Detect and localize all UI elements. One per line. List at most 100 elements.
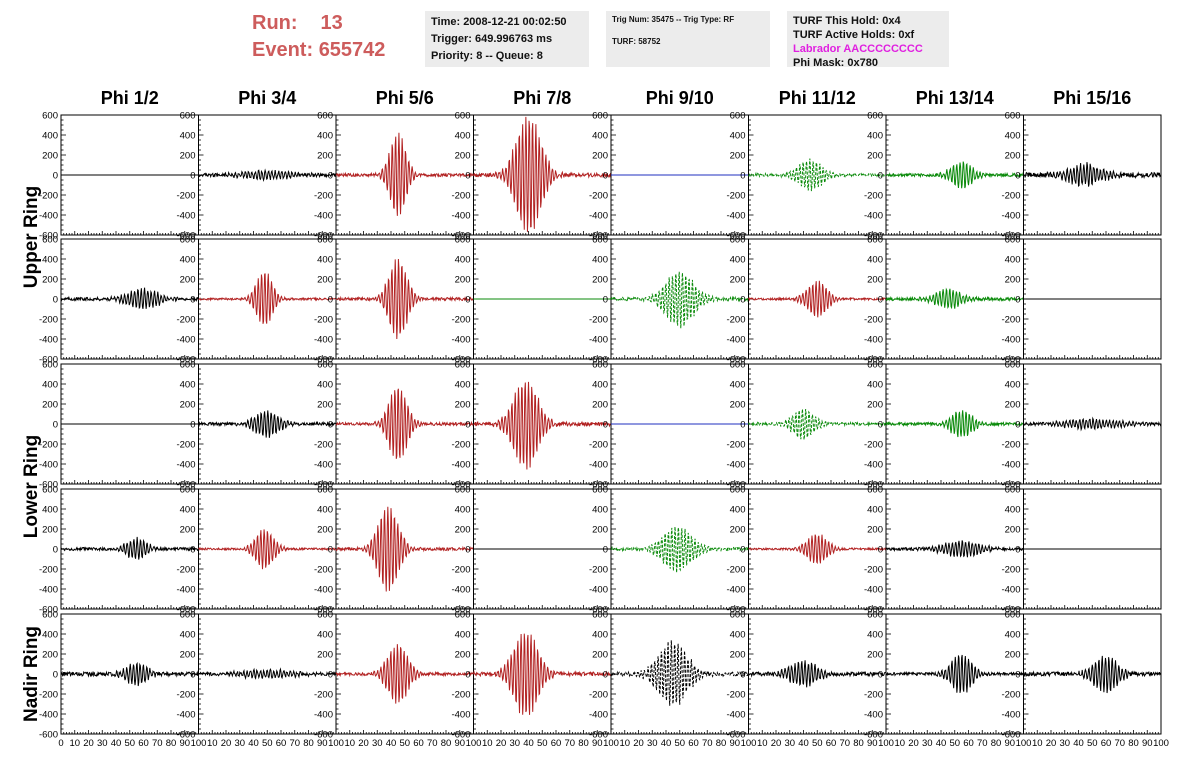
y-tick-label-4-2-6: -600 [314, 730, 333, 741]
x-tick-label-3-1: 10 [482, 738, 493, 749]
y-tick-label-0-6-5: -400 [864, 211, 883, 222]
y-tick-label-4-0-2: 200 [42, 650, 58, 661]
y-tick-label-0-4-5: -400 [589, 211, 608, 222]
y-tick-label-2-2-2: 200 [317, 400, 333, 411]
y-tick-label-1-5-5: -400 [726, 335, 745, 346]
y-tick-label-0-7-0: 600 [1005, 111, 1021, 122]
y-tick-label-1-2-3: 0 [328, 295, 333, 306]
y-tick-label-2-5-3: 0 [740, 420, 745, 431]
y-tick-label-4-3-5: -400 [451, 710, 470, 721]
y-tick-label-0-2-3: 0 [328, 171, 333, 182]
y-tick-label-4-2-1: 400 [317, 630, 333, 641]
trig-num-text: Trig Num: 35475 -- Trig Type: RF [612, 15, 735, 24]
y-tick-label-3-0-6: -600 [39, 605, 58, 616]
x-tick-label-1-4: 40 [248, 738, 259, 749]
y-tick-label-1-6-6: -600 [864, 355, 883, 366]
x-tick-label-4-9: 90 [729, 738, 740, 749]
y-tick-label-0-0-1: 400 [42, 131, 58, 142]
y-tick-label-2-1-2: 200 [180, 400, 196, 411]
column-title-4: Phi 9/10 [646, 88, 714, 108]
y-tick-label-3-3-6: -600 [451, 605, 470, 616]
y-tick-label-2-6-2: 200 [867, 400, 883, 411]
waveform-3-5 [748, 534, 887, 565]
x-tick-label-1-5: 50 [262, 738, 273, 749]
waveform-4-2 [335, 644, 474, 704]
x-tick-label-0-8: 80 [166, 738, 177, 749]
y-tick-label-2-6-3: 0 [878, 420, 883, 431]
y-tick-label-4-2-3: 0 [328, 670, 333, 681]
x-tick-label-3-3: 30 [509, 738, 520, 749]
y-tick-label-0-0-5: -400 [39, 211, 58, 222]
y-tick-label-1-3-0: 600 [455, 235, 471, 246]
turf-text: TURF: 58752 [612, 37, 661, 46]
y-tick-label-0-3-0: 600 [455, 111, 471, 122]
x-tick-label-3-6: 60 [551, 738, 562, 749]
x-tick-label-6-7: 70 [977, 738, 988, 749]
y-tick-label-0-5-0: 600 [730, 111, 746, 122]
x-tick-label-5-2: 20 [771, 738, 782, 749]
turf-hold-text: TURF This Hold: 0x4 [793, 15, 901, 27]
y-tick-label-0-1-3: 0 [190, 171, 195, 182]
waveform-0-7 [1023, 162, 1162, 188]
x-tick-label-2-9: 90 [454, 738, 465, 749]
run-event-box: Run: 13 Event: 655742 [252, 10, 385, 64]
x-tick-label-2-5: 50 [399, 738, 410, 749]
y-tick-label-1-1-1: 400 [180, 255, 196, 266]
column-title-7: Phi 15/16 [1053, 88, 1131, 108]
y-tick-label-2-3-2: 200 [455, 400, 471, 411]
labrador-text: Labrador AACCCCCCCC [793, 43, 923, 55]
y-tick-label-3-3-1: 400 [455, 505, 471, 516]
y-tick-label-1-1-3: 0 [190, 295, 195, 306]
y-tick-label-3-1-5: -400 [176, 585, 195, 596]
y-tick-label-4-3-1: 400 [455, 630, 471, 641]
y-tick-label-0-3-4: -200 [451, 191, 470, 202]
y-tick-label-1-2-2: 200 [317, 275, 333, 286]
y-tick-label-4-5-4: -200 [726, 690, 745, 701]
y-tick-label-2-4-2: 200 [592, 400, 608, 411]
y-tick-label-0-7-3: 0 [1015, 171, 1020, 182]
y-tick-label-1-2-6: -600 [314, 355, 333, 366]
y-tick-label-2-0-1: 400 [42, 380, 58, 391]
x-tick-label-1-9: 90 [317, 738, 328, 749]
y-tick-label-4-0-1: 400 [42, 630, 58, 641]
y-tick-label-4-1-0: 600 [180, 610, 196, 621]
y-tick-label-2-2-6: -600 [314, 480, 333, 491]
y-tick-label-0-3-5: -400 [451, 211, 470, 222]
run-value: 13 [320, 12, 343, 34]
x-tick-label-7-4: 40 [1073, 738, 1084, 749]
y-tick-label-1-3-2: 200 [455, 275, 471, 286]
y-tick-label-4-6-6: -600 [864, 730, 883, 741]
x-tick-label-2-6: 60 [413, 738, 424, 749]
waveform-0-6 [885, 161, 1024, 189]
x-tick-label-6-9: 90 [1004, 738, 1015, 749]
y-tick-label-0-6-3: 0 [878, 171, 883, 182]
y-tick-label-4-7-4: -200 [1001, 690, 1020, 701]
column-title-1: Phi 3/4 [238, 88, 296, 108]
x-tick-label-0-7: 70 [152, 738, 163, 749]
y-tick-label-4-3-6: -600 [451, 730, 470, 741]
y-tick-label-1-4-4: -200 [589, 315, 608, 326]
y-tick-label-3-6-2: 200 [867, 525, 883, 536]
y-tick-label-0-6-6: -600 [864, 231, 883, 242]
y-tick-label-3-7-0: 600 [1005, 485, 1021, 496]
y-tick-label-4-2-0: 600 [317, 610, 333, 621]
y-tick-label-1-3-5: -400 [451, 335, 470, 346]
x-tick-label-1-2: 20 [221, 738, 232, 749]
y-tick-label-1-7-0: 600 [1005, 235, 1021, 246]
y-tick-label-1-3-3: 0 [465, 295, 470, 306]
y-tick-label-1-1-4: -200 [176, 315, 195, 326]
waveform-2-2 [335, 388, 474, 459]
column-title-3: Phi 7/8 [513, 88, 571, 108]
y-tick-label-2-6-0: 600 [867, 360, 883, 371]
y-tick-label-3-7-2: 200 [1005, 525, 1021, 536]
waveform-2-3 [473, 381, 612, 470]
y-tick-label-1-5-4: -200 [726, 315, 745, 326]
y-tick-label-2-4-6: -600 [589, 480, 608, 491]
y-tick-label-2-3-3: 0 [465, 420, 470, 431]
waveform-3-1 [198, 529, 337, 570]
y-tick-label-1-4-5: -400 [589, 335, 608, 346]
y-tick-label-4-0-6: -600 [39, 730, 58, 741]
y-tick-label-3-3-3: 0 [465, 545, 470, 556]
waveform-2-5 [748, 409, 887, 440]
x-tick-label-4-6: 60 [688, 738, 699, 749]
